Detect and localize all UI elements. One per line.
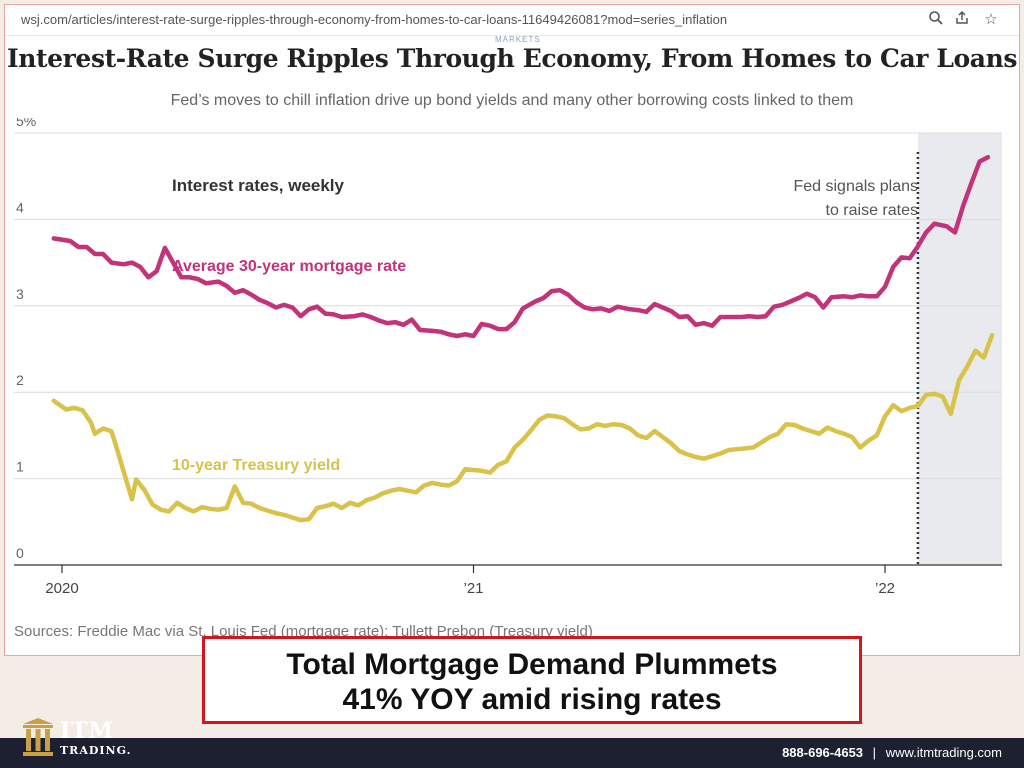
- y-tick-label: 2: [16, 372, 24, 388]
- address-bar[interactable]: wsj.com/articles/interest-rate-surge-rip…: [5, 5, 1019, 36]
- series-line-0: [51, 154, 991, 339]
- section-tag[interactable]: MARKETS: [495, 35, 541, 44]
- x-tick-label: 2020: [45, 580, 78, 597]
- series-label: 10-year Treasury yield: [172, 457, 340, 474]
- logo-subtitle: TRADING.: [60, 744, 132, 757]
- contact-info: 888-696-4653 | www.itmtrading.com: [782, 745, 1002, 760]
- logo-name: ITM: [60, 718, 115, 744]
- y-tick-label: 1: [16, 459, 24, 475]
- footer-bar: [0, 738, 1024, 768]
- zoom-icon[interactable]: [926, 10, 946, 30]
- headline-banner: Total Mortgage Demand Plummets 41% YOY a…: [202, 636, 862, 724]
- banner-line-2: 41% YOY amid rising rates: [342, 683, 722, 716]
- series-label: Average 30-year mortgage rate: [172, 258, 406, 275]
- banner-line-1: Total Mortgage Demand Plummets: [286, 648, 778, 681]
- column-icon: [23, 718, 53, 756]
- contact-separator: |: [872, 745, 877, 760]
- annotation-text: Fed signals plans: [793, 178, 918, 195]
- x-tick-label: ’21: [463, 580, 483, 597]
- website-link[interactable]: www.itmtrading.com: [885, 745, 1002, 760]
- chart-title: Interest rates, weekly: [172, 176, 345, 195]
- browser-window: wsj.com/articles/interest-rate-surge-rip…: [4, 4, 1020, 656]
- interest-rates-chart: 0 1 2 3 4 5% 2020 ’21 ’22 Fed signals plans to rai…: [14, 118, 1002, 597]
- url-text[interactable]: wsj.com/articles/interest-rate-surge-rip…: [21, 12, 728, 27]
- share-icon[interactable]: [952, 10, 972, 30]
- series-line-1: [51, 332, 995, 523]
- annotation-text: to raise rates: [826, 202, 918, 219]
- fed-signal-shade: [917, 133, 1002, 565]
- article-headline: Interest-Rate Surge Ripples Through Econ…: [6, 44, 1018, 73]
- chart-sources: Sources: Freddie Mac via St. Louis Fed (…: [14, 623, 593, 640]
- y-tick-label: 0: [16, 545, 24, 561]
- phone-number[interactable]: 888-696-4653: [782, 745, 864, 760]
- itm-trading-logo: ITM TRADING.: [20, 716, 138, 764]
- y-tick-label: 5%: [16, 118, 36, 129]
- x-tick-label: ’22: [875, 580, 895, 597]
- bookmark-star-icon[interactable]: ☆: [984, 11, 998, 28]
- y-tick-label: 3: [16, 286, 24, 302]
- article-dek: Fed’s moves to chill inflation drive up …: [170, 92, 854, 109]
- y-tick-label: 4: [16, 199, 24, 215]
